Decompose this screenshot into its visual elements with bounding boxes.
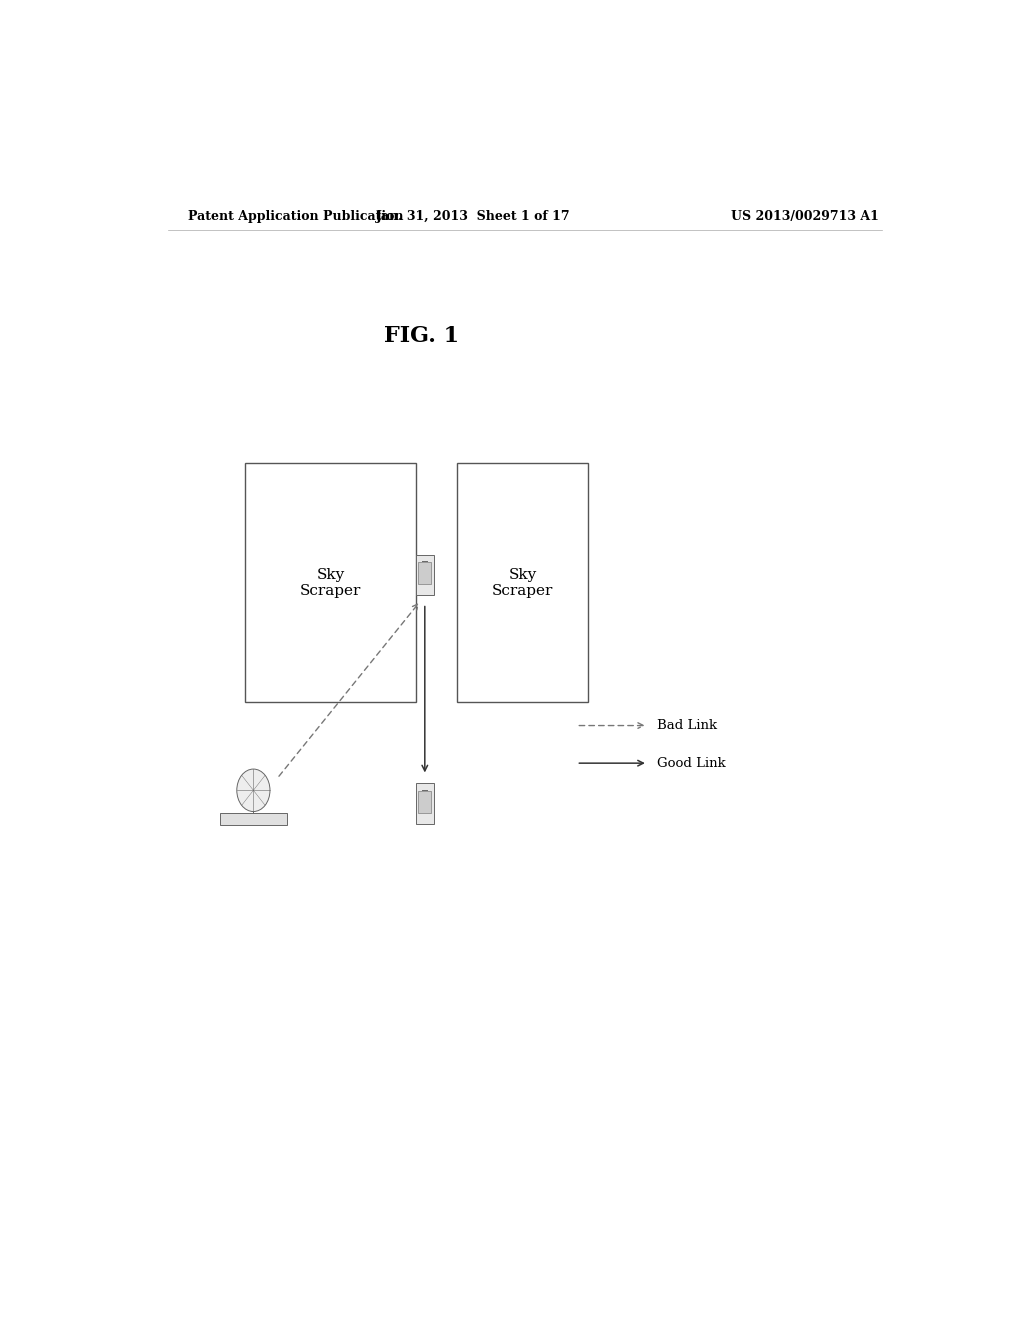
Bar [416,784,433,824]
Circle shape [237,770,270,812]
Bar [220,813,287,825]
Bar [418,562,431,585]
Bar [458,463,588,702]
Text: Sky
Scraper: Sky Scraper [493,568,554,598]
Text: Sky
Scraper: Sky Scraper [300,568,361,598]
Text: Bad Link: Bad Link [657,719,718,733]
Text: FIG. 1: FIG. 1 [384,325,459,347]
Bar [416,554,433,595]
Text: US 2013/0029713 A1: US 2013/0029713 A1 [731,210,879,223]
Bar [418,791,431,813]
Bar [246,463,416,702]
Text: Jan. 31, 2013  Sheet 1 of 17: Jan. 31, 2013 Sheet 1 of 17 [376,210,570,223]
Text: Patent Application Publication: Patent Application Publication [187,210,403,223]
Text: Good Link: Good Link [657,756,726,770]
